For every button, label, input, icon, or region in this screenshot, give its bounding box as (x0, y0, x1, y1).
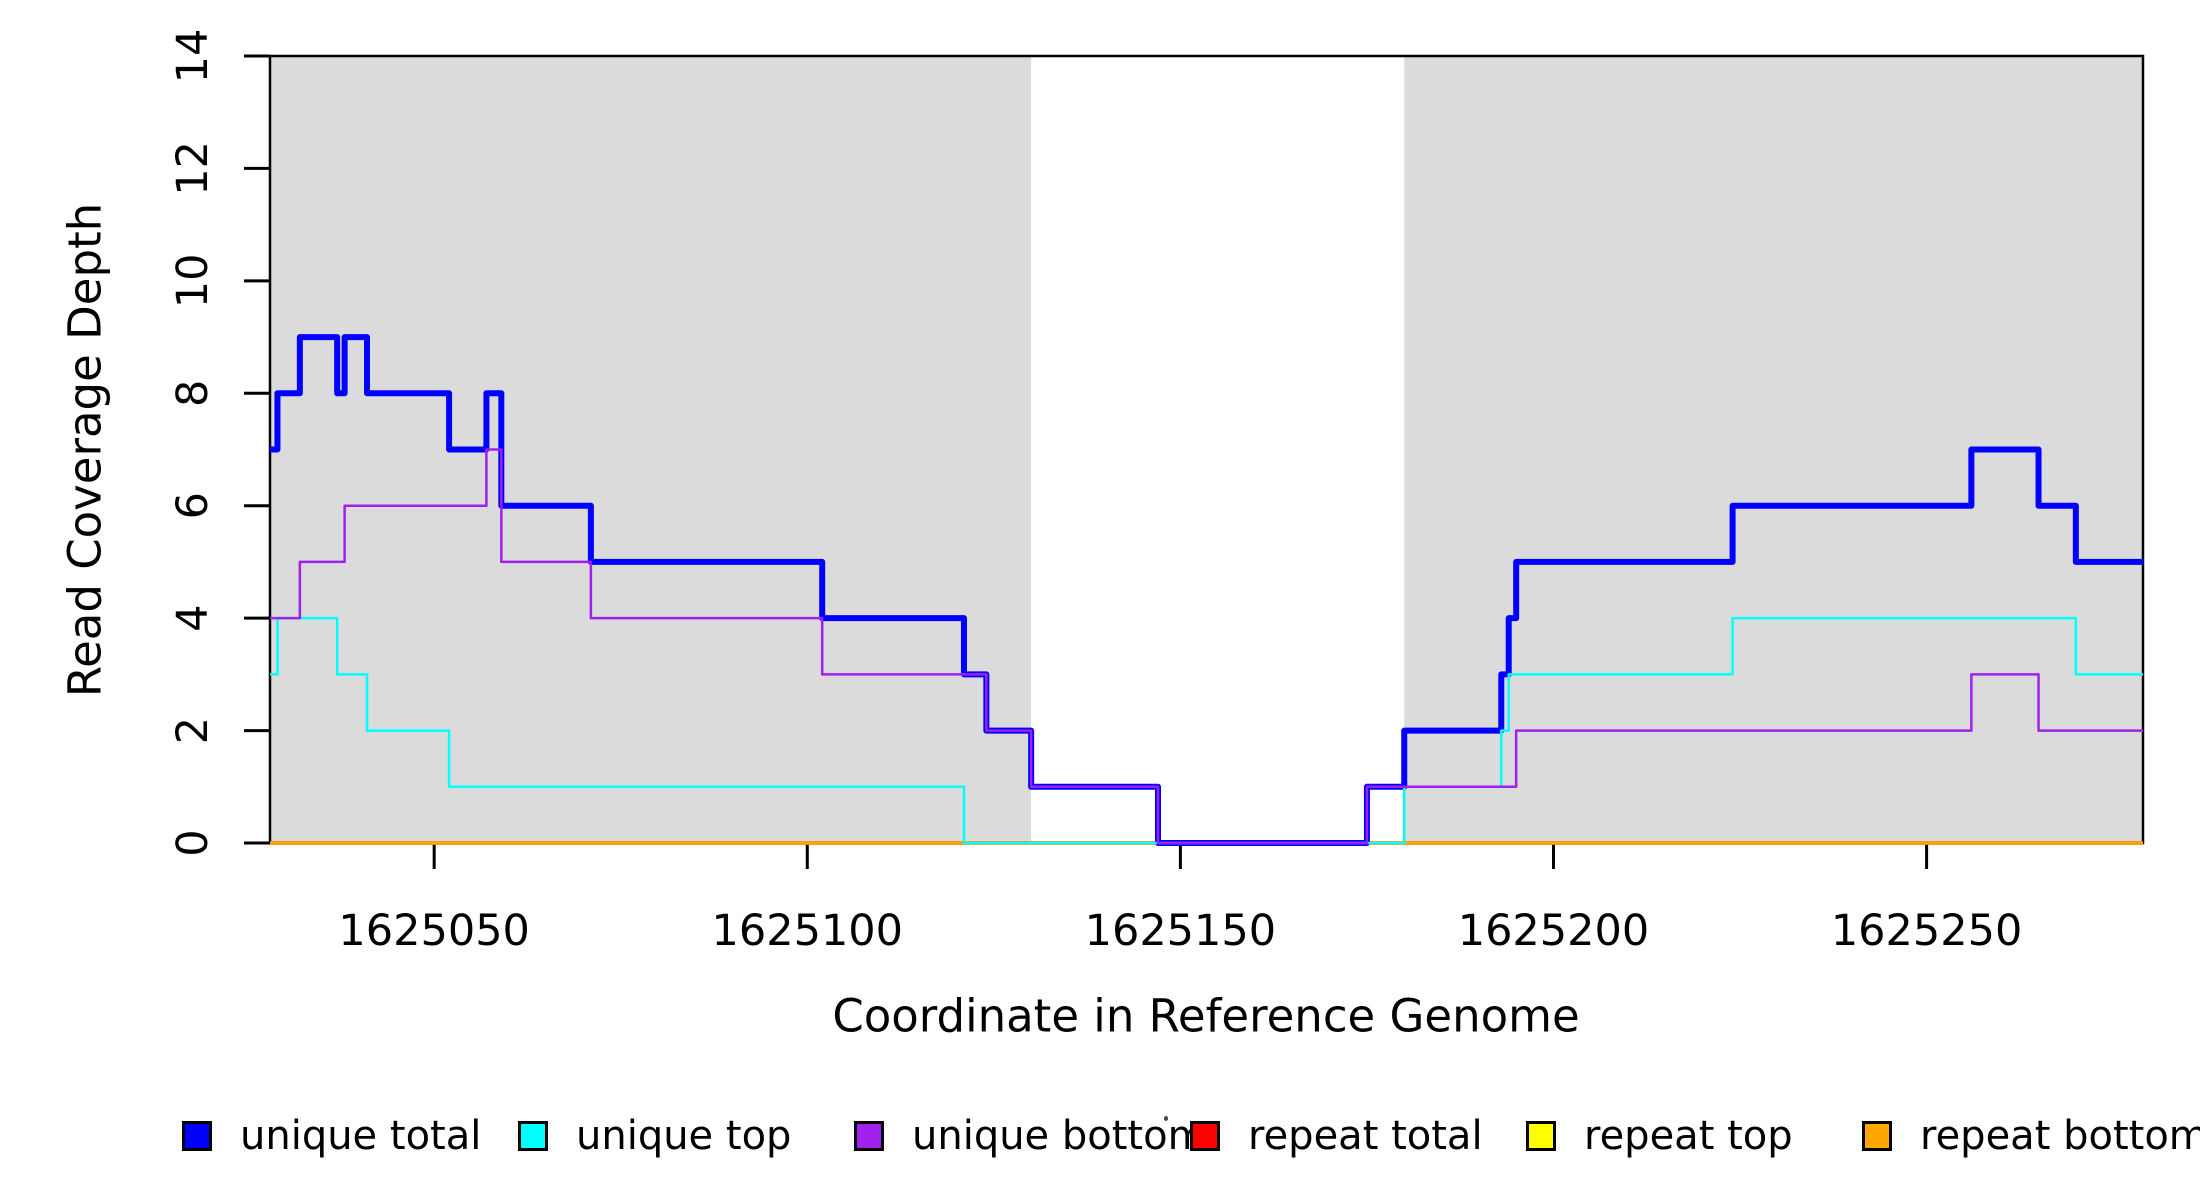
svg-text:2: 2 (168, 717, 218, 744)
svg-text:1625250: 1625250 (1831, 906, 2023, 956)
svg-text:4: 4 (168, 604, 218, 631)
svg-text:1625200: 1625200 (1458, 906, 1650, 956)
stray-dot-artifact (1164, 1116, 1168, 1121)
svg-text:8: 8 (168, 380, 218, 407)
svg-text:14: 14 (168, 29, 218, 84)
svg-text:1625150: 1625150 (1085, 906, 1277, 956)
svg-text:1625100: 1625100 (712, 906, 904, 956)
svg-text:12: 12 (168, 141, 218, 196)
svg-text:6: 6 (168, 492, 218, 519)
y-axis-title: Read Coverage Depth (58, 202, 112, 698)
svg-text:10: 10 (168, 253, 218, 308)
svg-text:1625050: 1625050 (338, 906, 530, 956)
svg-text:0: 0 (168, 829, 218, 856)
x-axis-title: Coordinate in Reference Genome (832, 989, 1580, 1043)
